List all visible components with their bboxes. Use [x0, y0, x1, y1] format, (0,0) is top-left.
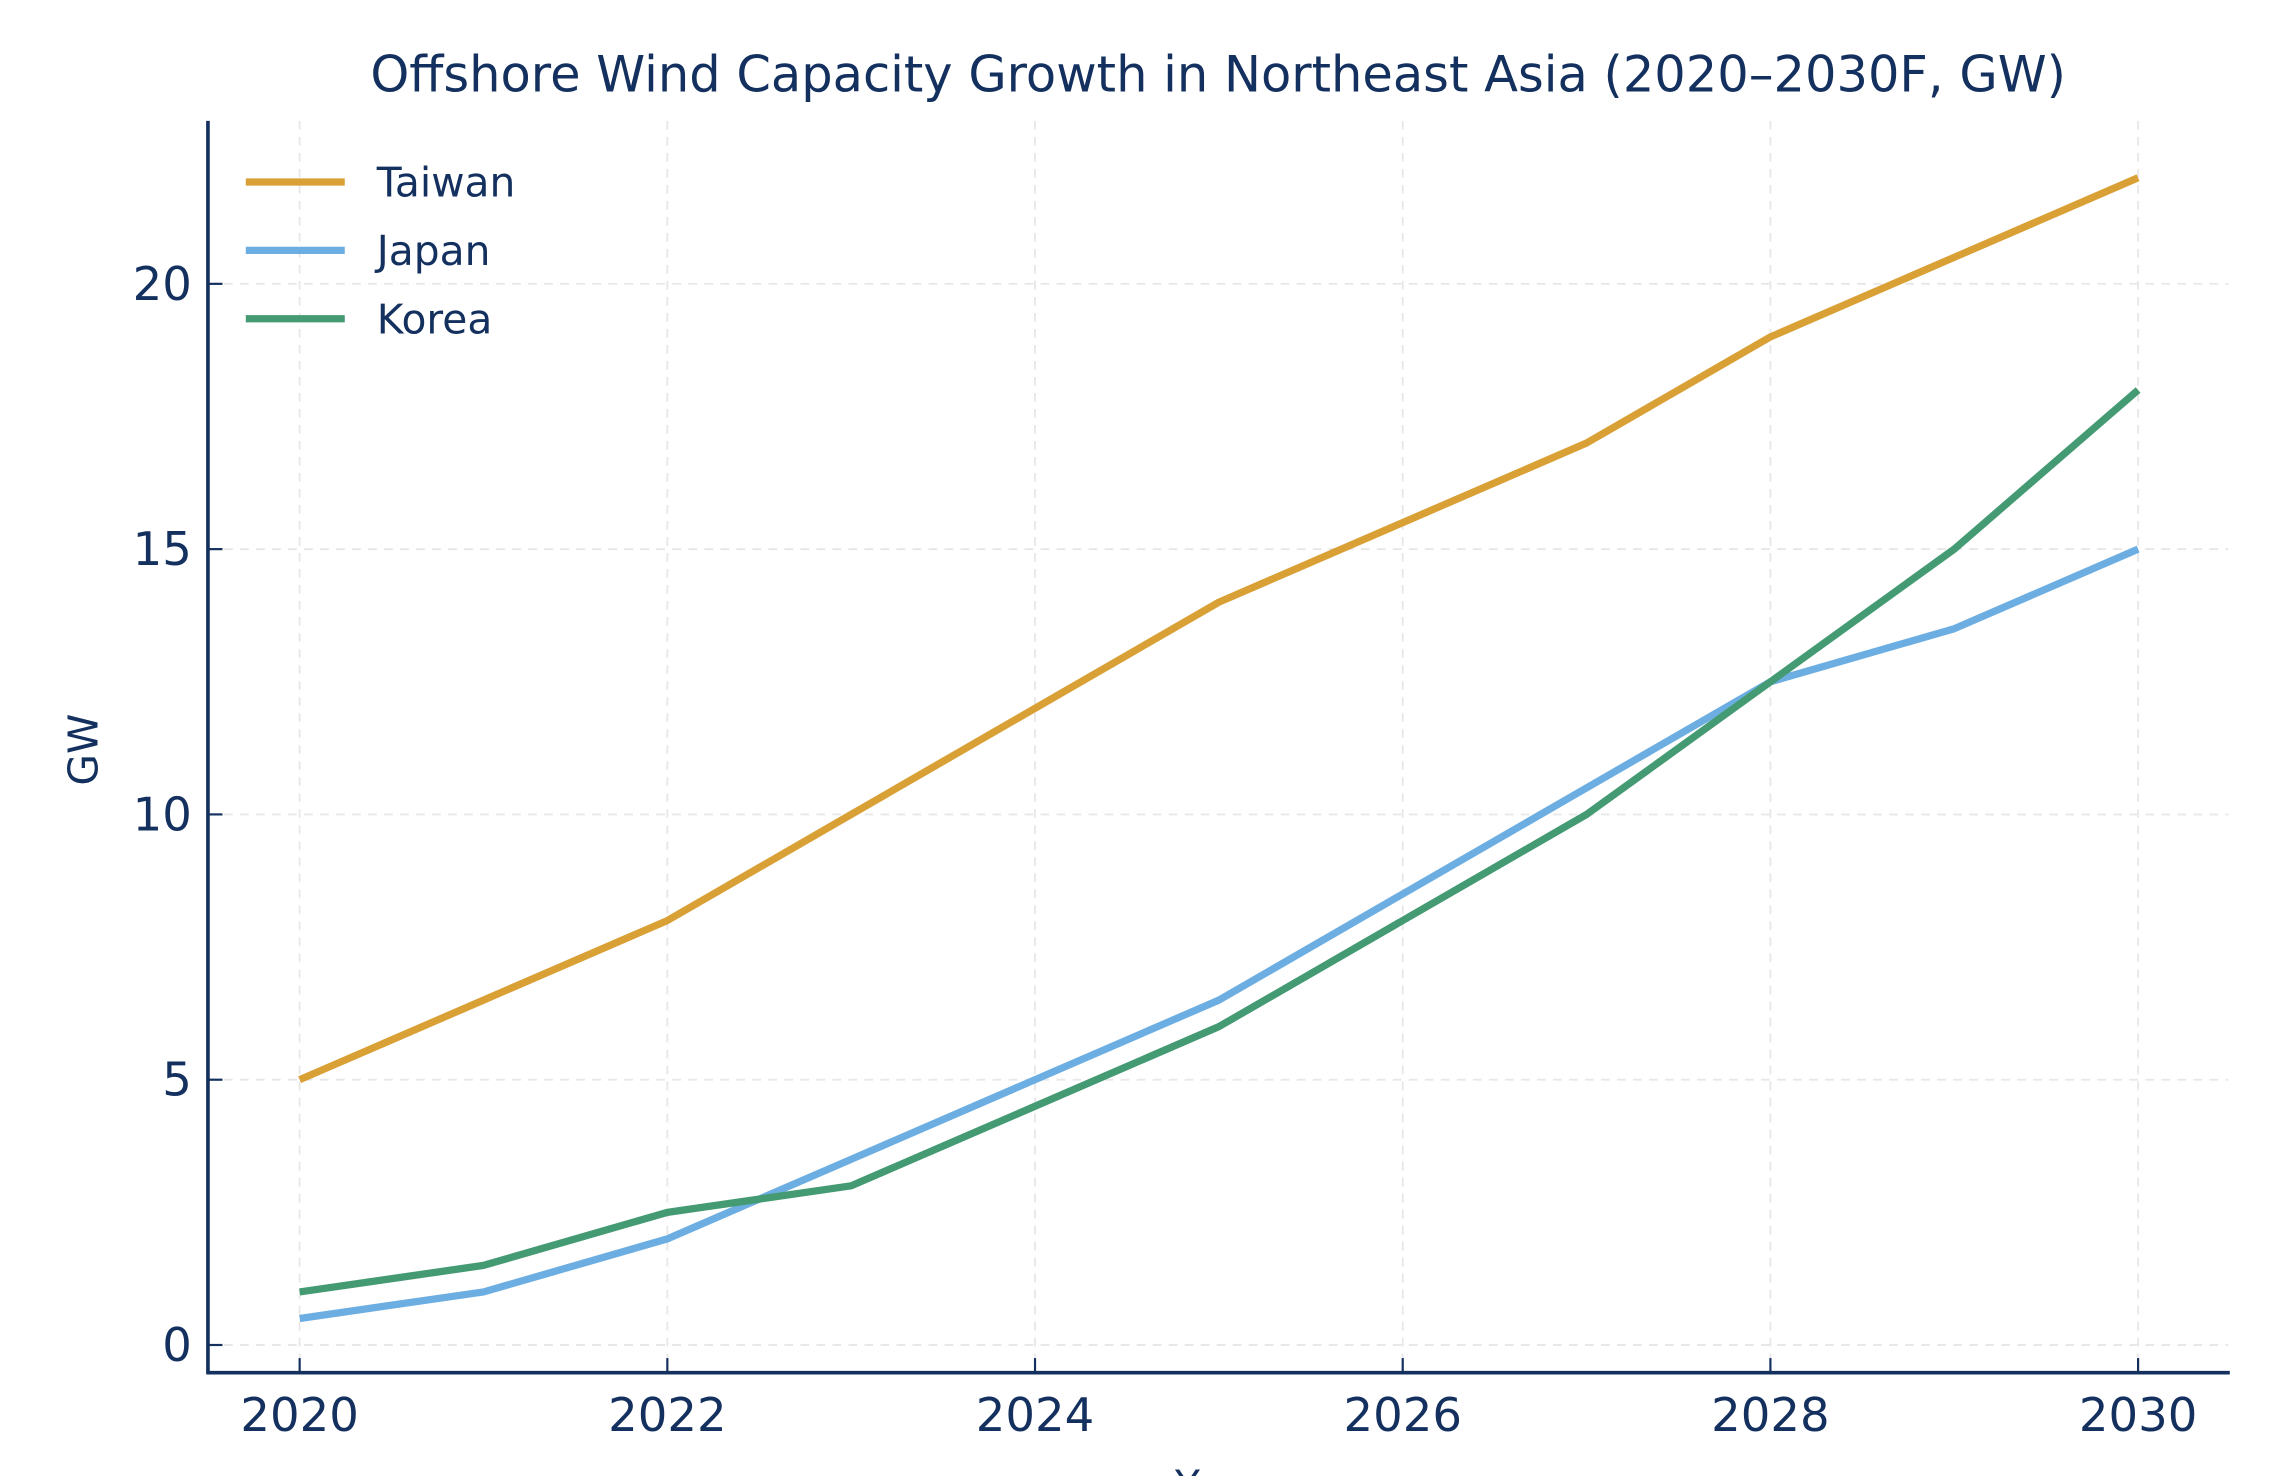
x-tick-label: 2026 [1343, 1388, 1462, 1442]
y-tick-label: 5 [162, 1053, 192, 1107]
chart-title: Offshore Wind Capacity Growth in Northea… [370, 46, 2066, 104]
y-tick-label: 15 [133, 522, 192, 576]
y-tick-label: 20 [133, 257, 192, 311]
x-tick-label: 2020 [240, 1388, 359, 1442]
legend: Taiwan Japan Korea [245, 159, 516, 343]
y-axis-label: GW [59, 714, 107, 786]
x-tick-label: 2028 [1711, 1388, 1830, 1442]
x-tick-label: 2030 [2079, 1388, 2198, 1442]
y-tick-label: 0 [162, 1318, 192, 1372]
series-line-korea [299, 387, 2141, 1296]
y-tick-label: 10 [133, 787, 192, 841]
legend-label-taiwan: Taiwan [376, 159, 516, 207]
series-line-taiwan [298, 174, 2140, 1084]
legend-label-korea: Korea [377, 295, 493, 343]
x-axis-label: Year [1174, 1461, 1262, 1476]
x-tick-label: 2022 [608, 1388, 727, 1442]
series-line-japan [299, 545, 2140, 1323]
legend-label-japan: Japan [374, 227, 491, 275]
x-tick-label: 2024 [976, 1388, 1095, 1442]
